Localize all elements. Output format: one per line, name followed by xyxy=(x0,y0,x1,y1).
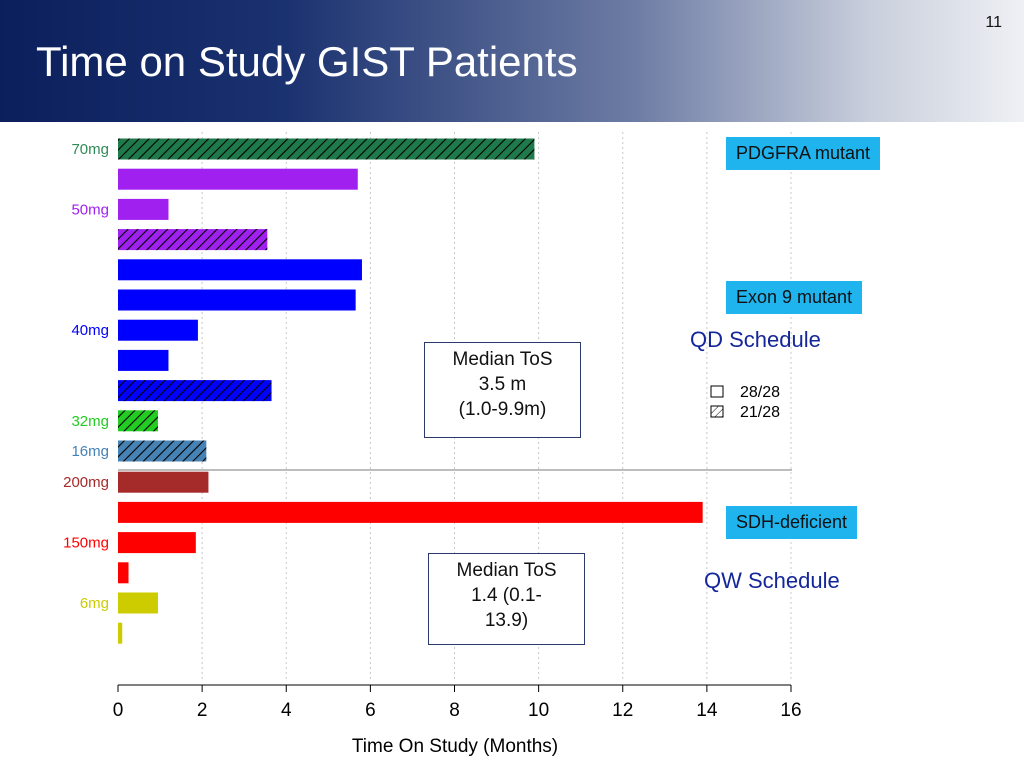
x-tick-label-12: 12 xyxy=(612,700,633,721)
legend-swatch-hatch xyxy=(710,405,724,418)
x-tick-label-4: 4 xyxy=(281,700,292,721)
x-tick-label-8: 8 xyxy=(449,700,460,721)
dose-label-40mg: 40mg xyxy=(71,322,109,339)
bar-40mg-4 xyxy=(118,259,362,281)
bar-hatch-overlay xyxy=(118,229,268,251)
bar-6mg-16 xyxy=(118,622,123,644)
x-axis: 0 2 4 6 8 10 12 14 16 xyxy=(113,684,802,721)
x-tick-label-2: 2 xyxy=(197,700,208,721)
bar-hatch-overlay xyxy=(118,440,207,462)
bars xyxy=(118,138,703,644)
bar-hatch-overlay xyxy=(118,410,158,432)
x-tick-label-10: 10 xyxy=(528,700,549,721)
qw-schedule-label: QW Schedule xyxy=(704,568,840,593)
dose-label-32mg: 32mg xyxy=(71,413,109,430)
median-qd-line2: 3.5 m xyxy=(478,374,527,395)
bar-6mg-15 xyxy=(118,592,158,614)
dose-label-50mg: 50mg xyxy=(71,201,109,218)
legend: 28/28 21/28 xyxy=(710,384,780,421)
dose-labels: 70mg 50mg 40mg 32mg 16mg 200mg 150mg 6mg xyxy=(63,141,109,612)
median-qw-line2: 1.4 (0.1- xyxy=(471,585,542,606)
median-qd-line1: Median ToS xyxy=(452,349,553,370)
slide-title: Time on Study GIST Patients xyxy=(36,38,578,85)
legend-label-21/28: 21/28 xyxy=(740,404,780,421)
time-on-study-chart: 70mg 50mg 40mg 32mg 16mg 200mg 150mg 6mg 0 2 4 6 8 1… xyxy=(63,132,802,757)
pdgfra-mutant-callout: PDGFRA mutant xyxy=(726,137,881,170)
dose-label-16mg: 16mg xyxy=(71,443,109,460)
median-tos-qd-box: Median ToS 3.5 m (1.0-9.9m) xyxy=(424,342,581,438)
bar-200mg-11 xyxy=(118,471,209,493)
bar-50mg-1 xyxy=(118,168,358,190)
dose-label-6mg: 6mg xyxy=(80,595,109,612)
legend-label-28/28: 28/28 xyxy=(740,384,780,401)
bar-hatch-overlay xyxy=(118,138,535,160)
bar-50mg-2 xyxy=(118,198,169,220)
bar-hatch-overlay xyxy=(118,380,272,402)
median-qw-line1: Median ToS xyxy=(456,560,557,581)
x-tick-label-16: 16 xyxy=(780,700,801,721)
dose-label-150mg: 150mg xyxy=(63,535,109,552)
bar-150mg-14 xyxy=(118,562,129,584)
dose-label-70mg: 70mg xyxy=(71,141,109,158)
bar-150mg-12 xyxy=(118,501,703,523)
legend-swatch-28/28 xyxy=(710,385,724,398)
bar-40mg-7 xyxy=(118,349,169,371)
page-number: 11 xyxy=(985,14,1002,31)
median-qd-line3: (1.0-9.9m) xyxy=(458,399,547,420)
bar-150mg-13 xyxy=(118,532,196,554)
x-axis-label: Time On Study (Months) xyxy=(352,736,558,757)
x-tick-label-14: 14 xyxy=(696,700,718,721)
bar-40mg-5 xyxy=(118,289,356,311)
dose-label-200mg: 200mg xyxy=(63,474,109,491)
bar-40mg-6 xyxy=(118,319,198,341)
exon9-mutant-callout: Exon 9 mutant xyxy=(726,281,863,314)
sdh-deficient-callout: SDH-deficient xyxy=(726,506,858,539)
median-tos-qw-box: Median ToS 1.4 (0.1- 13.9) xyxy=(428,553,585,645)
median-qw-line3: 13.9) xyxy=(484,610,529,631)
x-tick-label-6: 6 xyxy=(365,700,376,721)
x-tick-label-0: 0 xyxy=(113,700,124,721)
title-banner: Time on Study GIST Patients 11 xyxy=(0,0,1024,122)
qd-schedule-label: QD Schedule xyxy=(690,327,821,352)
